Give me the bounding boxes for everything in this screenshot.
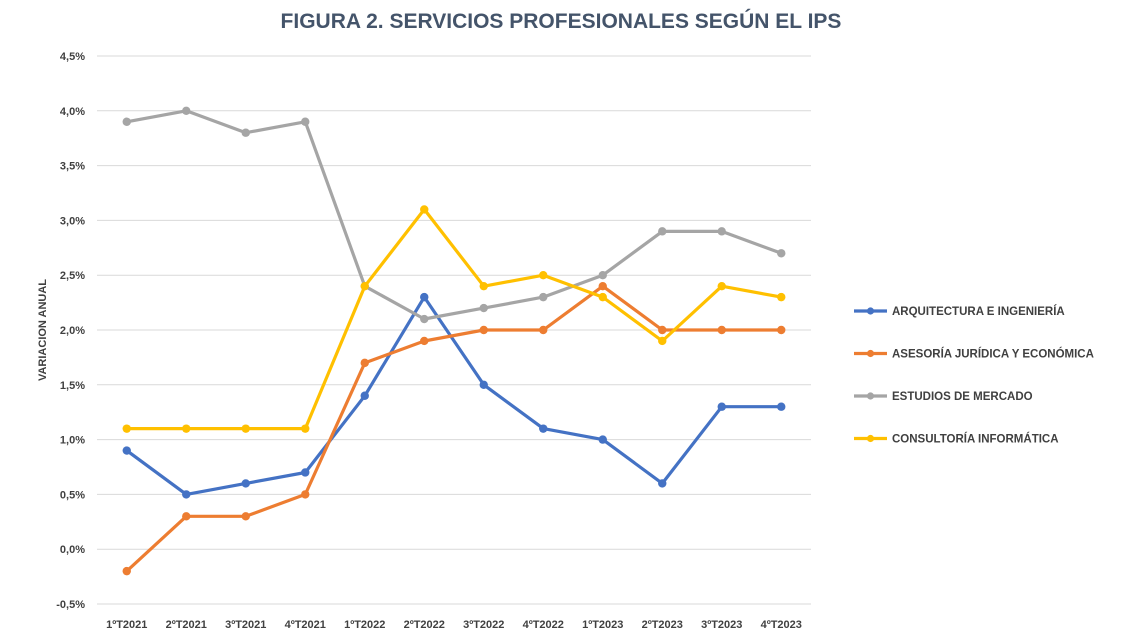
data-point: [122, 446, 131, 455]
series-1: [122, 292, 786, 499]
legend-swatch-marker: [866, 434, 875, 443]
x-tick-label: 3ºT2022: [463, 619, 504, 631]
data-point: [360, 281, 369, 291]
gridlines: [97, 55, 811, 605]
data-point: [539, 292, 548, 302]
data-point: [301, 424, 310, 433]
data-point: [479, 303, 488, 313]
x-tick-label: 1ºT2022: [344, 619, 385, 631]
legend-swatch-marker: [866, 349, 875, 358]
legend-label: ARQUITECTURA E INGENIERÍA: [892, 305, 1065, 318]
series-line: [125, 109, 783, 321]
data-point: [777, 292, 786, 302]
data-point: [241, 128, 250, 137]
x-tick-label: 4ºT2022: [523, 619, 564, 631]
series-line: [125, 207, 783, 431]
legend-item: ESTUDIOS DE MERCADO: [854, 391, 1033, 403]
data-point: [479, 281, 488, 291]
legend-swatch-marker: [866, 392, 875, 400]
legend-item: ASESORÍA JURÍDICA Y ECONÓMICA: [854, 348, 1094, 361]
y-tick-label: 0,5%: [60, 489, 85, 501]
y-tick-label: 3,5%: [60, 161, 85, 173]
data-point: [479, 380, 488, 389]
data-point: [420, 336, 429, 346]
data-point: [658, 479, 667, 488]
series-line: [125, 295, 783, 496]
data-point: [479, 325, 488, 335]
data-point: [122, 424, 131, 433]
data-point: [420, 292, 429, 302]
data-point: [598, 435, 607, 444]
data-point: [539, 325, 548, 335]
y-tick-label: 4,5%: [60, 51, 85, 63]
data-point: [241, 424, 250, 433]
y-tick-label: 2,0%: [60, 325, 85, 337]
series-3: [122, 106, 786, 324]
data-point: [658, 227, 667, 236]
data-point: [301, 117, 310, 126]
data-point: [182, 424, 191, 433]
chart-title: FIGURA 2. SERVICIOS PROFESIONALES SEGÚN …: [280, 10, 842, 33]
y-tick-label: 2,5%: [60, 270, 85, 282]
data-point: [122, 566, 131, 576]
data-point: [717, 227, 726, 236]
data-point: [717, 281, 726, 291]
x-tick-label: 3ºT2021: [225, 619, 266, 631]
legend-label: ASESORÍA JURÍDICA Y ECONÓMICA: [892, 348, 1094, 361]
legend-item: CONSULTORÍA INFORMÁTICA: [854, 433, 1059, 446]
legend-item: ARQUITECTURA E INGENIERÍA: [854, 305, 1065, 318]
data-point: [777, 402, 786, 411]
data-point: [241, 479, 250, 488]
y-tick-label: 1,0%: [60, 435, 85, 447]
y-tick-label: 3,0%: [60, 215, 85, 227]
data-point: [301, 468, 310, 477]
data-point: [182, 106, 191, 116]
x-tick-label: 4ºT2021: [285, 619, 326, 631]
data-point: [717, 325, 726, 335]
data-point: [182, 512, 191, 521]
data-point: [182, 490, 191, 499]
data-point: [420, 205, 429, 214]
data-point: [598, 281, 607, 291]
x-tick-label: 2ºT2022: [404, 619, 445, 631]
legend-label: ESTUDIOS DE MERCADO: [892, 391, 1033, 403]
data-point: [658, 336, 667, 346]
legend-swatch-marker: [866, 307, 875, 315]
data-point: [717, 402, 726, 411]
data-point: [301, 490, 310, 499]
y-tick-label: 0,0%: [60, 544, 85, 556]
x-tick-label: 1ºT2021: [106, 619, 147, 631]
y-tick-label: 1,5%: [60, 380, 85, 392]
y-axis-title: VARIACION ANUAL: [37, 279, 49, 381]
data-point: [777, 249, 786, 258]
series-lines: [122, 106, 786, 576]
data-point: [360, 391, 369, 400]
x-tick-label: 2ºT2023: [642, 619, 683, 631]
x-tick-label: 3ºT2023: [701, 619, 742, 631]
data-point: [598, 271, 607, 280]
x-tick-label: 2ºT2021: [166, 619, 207, 631]
y-tick-label: -0,5%: [56, 599, 85, 611]
data-point: [777, 325, 786, 335]
y-axis-ticks: -0,5% 0,0% 0,5% 1,0% 1,5% 2,0% 2,5% 3,0% 3,5% 4,0…: [56, 51, 85, 611]
data-point: [539, 271, 548, 280]
data-point: [420, 314, 429, 324]
data-point: [360, 358, 369, 368]
x-tick-label: 4ºT2023: [761, 619, 802, 631]
x-axis-ticks: 1ºT2021 2ºT2021 3ºT2021 4ºT2021 1ºT2022 2ºT20…: [106, 619, 802, 631]
data-point: [658, 325, 667, 335]
y-tick-label: 4,0%: [60, 106, 85, 118]
x-tick-label: 1ºT2023: [582, 619, 623, 631]
series-4: [122, 205, 786, 433]
data-point: [241, 512, 250, 521]
legend-label: CONSULTORÍA INFORMÁTICA: [892, 433, 1059, 446]
data-point: [539, 424, 548, 433]
data-point: [122, 117, 131, 126]
data-point: [598, 292, 607, 302]
legend: ARQUITECTURA E INGENIERÍA ASESORÍA JURÍDI…: [854, 305, 1094, 446]
